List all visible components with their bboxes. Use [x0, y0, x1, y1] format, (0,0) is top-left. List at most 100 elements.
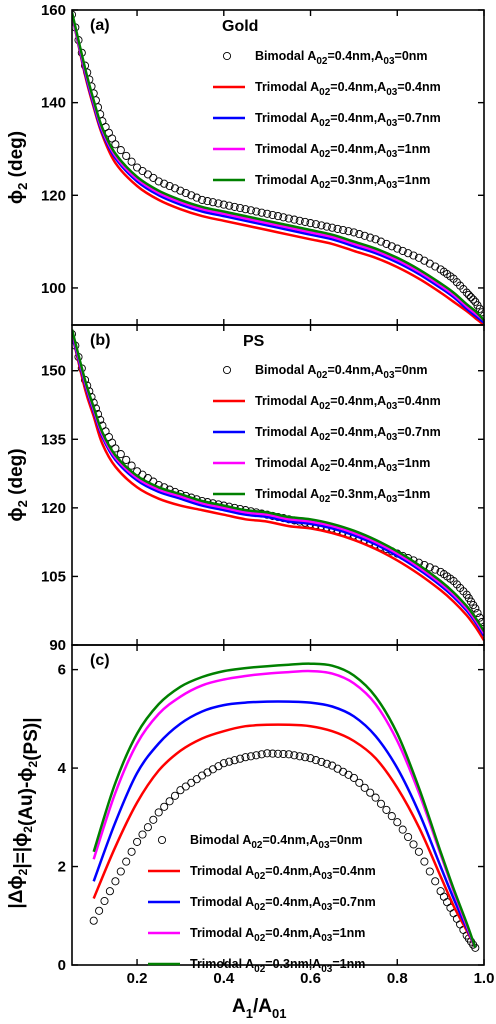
panel-a: 100 120 140 160 (a) Gold ϕ2 (deg) Bimodal A02=0… [6, 2, 485, 326]
data-point [471, 604, 480, 613]
x-tick-label: 0.6 [300, 970, 321, 987]
data-point [214, 199, 223, 208]
legend: Bimodal A02=0.4nm,A03=0nm Trimodal A02=0.… [213, 363, 441, 505]
data-point [143, 170, 152, 179]
data-point [333, 224, 342, 233]
series-4 [72, 329, 484, 632]
series-4 [72, 12, 484, 322]
series-4 [92, 662, 477, 949]
data-point [95, 906, 104, 915]
data-point [122, 455, 131, 464]
panel-title: Gold [222, 18, 258, 35]
data-point [339, 225, 348, 235]
data-point [170, 791, 180, 800]
y-tick-label: 4 [58, 760, 67, 777]
data-point [322, 222, 331, 231]
y-tick-label: 120 [41, 500, 66, 517]
legend-entry: Trimodal A02=0.3nm,A03=1nm [190, 957, 365, 975]
data-point [420, 857, 429, 866]
series-line [72, 333, 484, 637]
data-point [127, 461, 136, 470]
legend-entry: Trimodal A02=0.3nm,A03=1nm [255, 487, 430, 505]
legend-entry: Bimodal A02=0.4nm,A03=0nm [255, 363, 428, 381]
y-tick-label: 120 [41, 187, 66, 204]
series-line [72, 331, 484, 635]
data-point [439, 892, 448, 901]
y-tick-label: 90 [49, 637, 66, 654]
data-point [105, 887, 114, 896]
data-point [290, 751, 299, 760]
legend-entry: Trimodal A02=0.4nm,A03=0.7nm [190, 895, 376, 913]
data-point [382, 805, 391, 814]
data-point [355, 230, 364, 239]
data-point [306, 219, 315, 228]
data-point [393, 244, 402, 253]
data-point [414, 847, 423, 856]
data-point [376, 237, 386, 246]
y-axis-label: ϕ2 (deg) [6, 131, 30, 204]
legend: Bimodal A02=0.4nm,A03=0nm Trimodal A02=0.… [148, 833, 376, 975]
legend-entry: Trimodal A02=0.4nm,A03=1nm [255, 142, 430, 160]
panel-label: (a) [90, 17, 110, 34]
data-point [100, 896, 109, 906]
data-point [398, 825, 407, 834]
data-point [225, 757, 234, 766]
legend-marker [157, 835, 167, 845]
data-point [360, 783, 369, 792]
legend-entry: Trimodal A02=0.4nm,A03=0.4nm [190, 864, 376, 882]
data-point [149, 173, 158, 182]
data-point [165, 797, 174, 806]
y-axis-label: |Δϕ2|=|ϕ2(Au)-ϕ2(PS)| [6, 717, 42, 908]
series-line [92, 700, 477, 949]
data-point [436, 887, 445, 896]
legend-entry: Bimodal A02=0.4nm,A03=0nm [255, 49, 428, 67]
data-point [295, 216, 304, 225]
y-tick-label: 140 [41, 95, 66, 112]
y-tick-label: 100 [41, 280, 66, 297]
series-line [72, 14, 484, 322]
data-point [252, 207, 261, 216]
data-point [138, 166, 147, 176]
data-point [301, 753, 310, 762]
data-point [192, 775, 201, 784]
x-tick-label: 1.0 [474, 970, 495, 987]
x-tick-label: 0.2 [127, 970, 148, 987]
legend-entry: Trimodal A02=0.4nm,A03=0.7nm [255, 111, 441, 129]
data-point [387, 242, 396, 251]
series-line [72, 14, 484, 325]
data-point [116, 450, 125, 459]
data-point [160, 802, 169, 811]
series-0 [89, 749, 480, 952]
data-point [420, 256, 429, 265]
data-point [181, 188, 190, 198]
data-point [176, 186, 185, 195]
data-point [431, 565, 440, 574]
data-point [431, 877, 440, 886]
data-point [462, 288, 471, 297]
data-point [208, 198, 217, 207]
data-point [311, 756, 320, 765]
data-point [317, 757, 326, 766]
data-point [404, 832, 413, 842]
legend-entry: Trimodal A02=0.4nm,A03=1nm [190, 926, 365, 944]
data-point [387, 812, 396, 821]
x-tick-label: 0.8 [387, 970, 408, 987]
data-point [236, 203, 245, 213]
series-2 [72, 333, 484, 637]
y-tick-label: 135 [41, 431, 66, 448]
data-point [89, 916, 98, 925]
series-line [92, 662, 477, 949]
plot-frame [71, 644, 485, 966]
data-point [192, 193, 201, 202]
data-point [122, 857, 131, 866]
series-line [72, 12, 484, 322]
legend-entry: Bimodal A02=0.4nm,A03=0nm [190, 833, 363, 851]
data-point [138, 830, 147, 839]
panel-label: (b) [90, 332, 110, 349]
data-point [371, 235, 380, 244]
data-point [263, 209, 272, 218]
panel-c: 0 2 4 6 0.2 0.4 0.6 0.8 1.0 (c) |Δϕ2|=|ϕ2(Au)-ϕ2(P… [6, 644, 495, 987]
data-point [360, 231, 369, 240]
data-point [111, 877, 120, 886]
